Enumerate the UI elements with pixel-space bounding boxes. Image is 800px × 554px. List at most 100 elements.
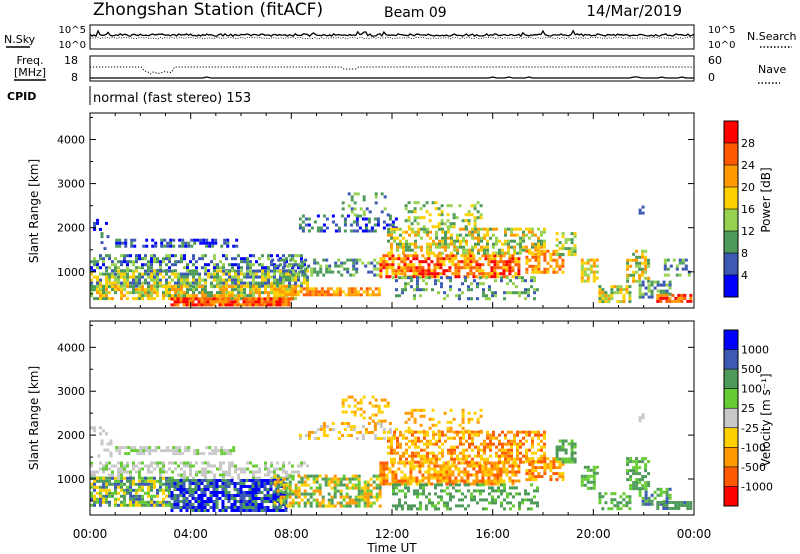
range-gate-cell xyxy=(451,461,455,465)
range-gate-cell xyxy=(126,254,129,258)
range-gate-cell xyxy=(504,457,507,461)
range-gate-cell xyxy=(536,501,539,505)
range-gate-cell xyxy=(540,448,543,452)
range-gate-cell xyxy=(418,269,422,273)
range-gate-cell xyxy=(616,501,620,505)
range-gate-cell xyxy=(309,495,313,499)
range-gate-cell xyxy=(201,467,204,471)
range-gate-cell xyxy=(632,460,636,464)
range-gate-cell xyxy=(339,504,343,508)
range-gate-cell xyxy=(471,448,474,452)
range-gate-cell xyxy=(525,258,529,262)
range-gate-cell xyxy=(469,254,473,258)
range-gate-cell xyxy=(558,448,562,452)
range-gate-cell xyxy=(421,275,425,279)
range-gate-cell xyxy=(245,500,249,503)
range-gate-cell xyxy=(476,285,479,289)
range-gate-cell xyxy=(153,476,156,480)
range-gate-cell xyxy=(407,219,411,223)
range-gate-cell xyxy=(293,293,297,297)
range-gate-cell xyxy=(353,404,357,408)
colorbar-segment xyxy=(724,275,738,298)
range-gate-cell xyxy=(204,254,207,258)
range-gate-cell xyxy=(224,509,228,512)
range-gate-cell xyxy=(263,485,267,488)
range-gate-cell xyxy=(153,285,156,289)
range-gate-cell xyxy=(549,466,553,470)
range-gate-cell xyxy=(528,472,532,476)
range-gate-cell xyxy=(471,430,474,434)
range-gate-cell xyxy=(412,263,416,267)
range-gate-cell xyxy=(492,242,495,246)
range-gate-cell xyxy=(604,291,608,295)
range-gate-cell xyxy=(478,269,482,273)
range-gate-cell xyxy=(445,254,449,258)
range-gate-cell xyxy=(409,260,413,264)
range-gate-cell xyxy=(465,233,468,237)
range-gate-cell xyxy=(390,251,393,255)
range-gate-cell xyxy=(215,488,219,491)
range-gate-cell xyxy=(501,251,504,255)
range-gate-cell xyxy=(284,509,288,512)
range-gate-cell xyxy=(513,227,516,231)
power-x-ticks xyxy=(89,113,695,308)
range-gate-cell xyxy=(442,476,446,480)
range-gate-cell xyxy=(406,461,410,465)
range-gate-cell xyxy=(336,483,340,487)
range-gate-cell xyxy=(105,500,108,504)
range-gate-cell xyxy=(189,284,192,288)
range-gate-cell xyxy=(506,495,509,499)
range-gate-cell xyxy=(446,225,450,229)
range-gate-cell xyxy=(419,423,423,427)
range-gate-cell xyxy=(338,290,342,294)
range-gate-cell xyxy=(543,466,547,470)
range-gate-cell xyxy=(182,485,186,488)
range-gate-cell xyxy=(392,492,395,496)
range-gate-cell xyxy=(454,263,458,267)
range-gate-cell xyxy=(528,457,532,461)
range-gate-cell xyxy=(126,281,129,285)
range-gate-cell xyxy=(415,269,419,273)
range-gate-cell xyxy=(641,280,645,284)
range-gate-cell xyxy=(269,479,273,482)
range-gate-cell xyxy=(129,473,132,477)
range-gate-cell xyxy=(473,216,477,220)
range-gate-cell xyxy=(659,502,663,506)
range-gate-cell xyxy=(498,439,501,443)
range-gate-cell xyxy=(276,498,280,502)
range-gate-cell xyxy=(214,449,218,453)
range-gate-cell xyxy=(491,294,494,298)
range-gate-cell xyxy=(460,479,464,483)
range-gate-cell xyxy=(233,506,237,509)
range-gate-cell xyxy=(296,290,300,294)
range-gate-cell xyxy=(227,303,231,307)
range-gate-cell xyxy=(625,285,629,289)
range-gate-cell xyxy=(348,486,352,490)
range-gate-cell xyxy=(219,473,222,477)
range-gate-cell xyxy=(337,229,341,233)
range-gate-cell xyxy=(276,480,280,484)
range-gate-cell xyxy=(467,210,471,214)
range-gate-cell xyxy=(379,266,383,270)
range-gate-cell xyxy=(117,278,120,282)
range-gate-cell xyxy=(169,244,173,248)
range-gate-cell xyxy=(463,467,467,471)
range-gate-cell xyxy=(417,460,420,464)
range-gate-cell xyxy=(159,263,162,267)
range-gate-cell xyxy=(432,433,435,437)
range-gate-cell xyxy=(270,254,273,258)
range-gate-cell xyxy=(411,454,414,458)
range-gate-cell xyxy=(114,479,117,483)
range-gate-cell xyxy=(450,436,453,440)
range-gate-cell xyxy=(132,272,135,276)
range-gate-cell xyxy=(360,489,364,493)
range-gate-cell xyxy=(395,507,398,511)
range-gate-cell xyxy=(440,495,443,499)
range-gate-cell xyxy=(641,502,645,506)
range-gate-cell xyxy=(473,495,476,499)
range-gate-cell xyxy=(471,460,474,464)
range-gate-cell xyxy=(483,251,486,255)
range-gate-cell xyxy=(369,504,373,508)
range-gate-cell xyxy=(313,267,317,271)
range-gate-cell xyxy=(486,457,489,461)
